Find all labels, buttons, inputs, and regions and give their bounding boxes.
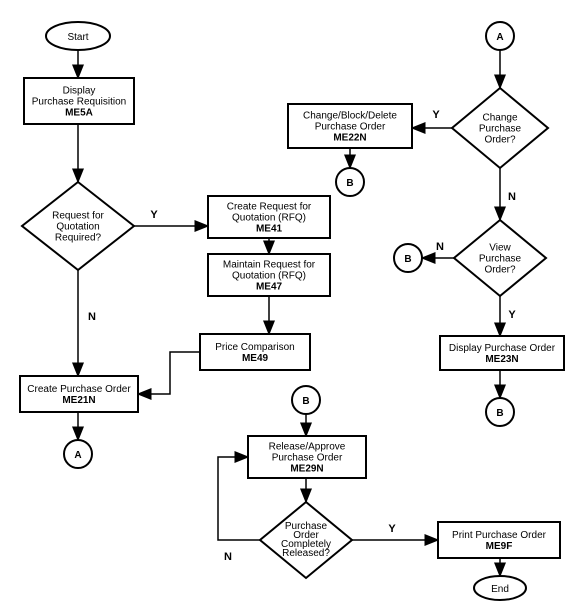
svg-text:Quotation: Quotation xyxy=(56,222,99,233)
edge-13: Y xyxy=(500,296,516,336)
svg-text:Price Comparison: Price Comparison xyxy=(215,342,294,353)
svg-text:View: View xyxy=(489,243,511,254)
node-start: Start xyxy=(46,22,110,50)
flowchart: Y N Y N N Y Y N Start DisplayPurchase Requisitio… xyxy=(0,0,582,608)
edge-9: Y xyxy=(412,109,452,128)
svg-text:Purchase Order: Purchase Order xyxy=(272,453,343,464)
edge-2: Y xyxy=(134,209,208,226)
node-change_q: ChangePurchaseOrder? xyxy=(452,88,548,168)
edge-3: N xyxy=(78,270,96,376)
svg-text:ME22N: ME22N xyxy=(333,133,366,144)
svg-text:Release/Approve: Release/Approve xyxy=(269,442,346,453)
svg-text:End: End xyxy=(491,584,509,595)
svg-text:Create Purchase Order: Create Purchase Order xyxy=(27,384,131,395)
node-end: End xyxy=(474,576,526,600)
svg-text:ME21N: ME21N xyxy=(62,395,95,406)
svg-text:ME47: ME47 xyxy=(256,282,283,293)
svg-text:Y: Y xyxy=(432,109,440,121)
node-conn_b3: B xyxy=(486,398,514,426)
node-conn_b2: B xyxy=(394,244,422,272)
svg-text:N: N xyxy=(88,311,96,323)
edge-11: N xyxy=(500,168,516,220)
node-conn_b1: B xyxy=(336,168,364,196)
svg-text:ME9F: ME9F xyxy=(486,541,513,552)
svg-text:Change/Block/Delete: Change/Block/Delete xyxy=(303,111,397,122)
svg-text:ME23N: ME23N xyxy=(485,354,518,365)
node-create_rfq: Create Request forQuotation (RFQ)ME41 xyxy=(208,196,330,238)
edge-17: Y xyxy=(352,523,438,540)
svg-text:Order?: Order? xyxy=(484,265,516,276)
node-conn_a1: A xyxy=(64,440,92,468)
svg-text:Display Purchase Order: Display Purchase Order xyxy=(449,343,556,354)
svg-text:N: N xyxy=(224,551,232,563)
svg-text:Required?: Required? xyxy=(55,233,102,244)
node-display_pr: DisplayPurchase RequisitionME5A xyxy=(24,78,134,124)
svg-text:Purchase: Purchase xyxy=(479,254,522,265)
node-release_po: Release/ApprovePurchase OrderME29N xyxy=(248,436,366,478)
svg-text:Maintain Request for: Maintain Request for xyxy=(223,260,316,271)
node-conn_b4: B xyxy=(292,386,320,414)
svg-text:Released?: Released? xyxy=(282,548,330,559)
node-view_q: ViewPurchaseOrder? xyxy=(454,220,546,296)
svg-text:ME41: ME41 xyxy=(256,224,283,235)
svg-text:Y: Y xyxy=(508,309,516,321)
svg-text:B: B xyxy=(346,178,353,189)
svg-text:Quotation (RFQ): Quotation (RFQ) xyxy=(232,213,306,224)
node-create_po: Create Purchase OrderME21N xyxy=(20,376,138,412)
node-released_q: PurchaseOrderCompletelyReleased? xyxy=(260,502,352,578)
svg-text:Purchase: Purchase xyxy=(479,124,522,135)
svg-text:Y: Y xyxy=(150,209,158,221)
svg-text:A: A xyxy=(496,32,503,43)
svg-text:ME49: ME49 xyxy=(242,353,269,364)
node-change_po: Change/Block/DeletePurchase OrderME22N xyxy=(288,104,412,148)
node-price_comp: Price ComparisonME49 xyxy=(200,334,310,370)
node-rfq_req: Request forQuotationRequired? xyxy=(22,182,134,270)
svg-text:Purchase Order: Purchase Order xyxy=(315,122,386,133)
svg-text:ME29N: ME29N xyxy=(290,464,323,475)
svg-text:B: B xyxy=(496,408,503,419)
svg-text:Start: Start xyxy=(67,32,88,43)
svg-text:N: N xyxy=(436,241,444,253)
svg-text:B: B xyxy=(404,254,411,265)
node-print_po: Print Purchase OrderME9F xyxy=(438,522,560,558)
node-conn_a2: A xyxy=(486,22,514,50)
svg-text:Display: Display xyxy=(63,86,96,97)
svg-text:A: A xyxy=(74,450,81,461)
svg-text:N: N xyxy=(508,191,516,203)
svg-text:Purchase Requisition: Purchase Requisition xyxy=(32,97,127,108)
svg-text:Print Purchase Order: Print Purchase Order xyxy=(452,530,547,541)
svg-text:Create Request for: Create Request for xyxy=(227,202,312,213)
edge-12: N xyxy=(422,241,454,258)
svg-text:Order?: Order? xyxy=(484,135,516,146)
svg-text:Change: Change xyxy=(482,113,517,124)
svg-text:Y: Y xyxy=(388,523,396,535)
svg-text:ME5A: ME5A xyxy=(65,108,93,119)
svg-text:Quotation (RFQ): Quotation (RFQ) xyxy=(232,271,306,282)
svg-text:Request for: Request for xyxy=(52,211,104,222)
svg-text:B: B xyxy=(302,396,309,407)
node-display_po: Display Purchase OrderME23N xyxy=(440,336,564,370)
edge-6 xyxy=(138,352,200,394)
node-maintain_rfq: Maintain Request forQuotation (RFQ)ME47 xyxy=(208,254,330,296)
